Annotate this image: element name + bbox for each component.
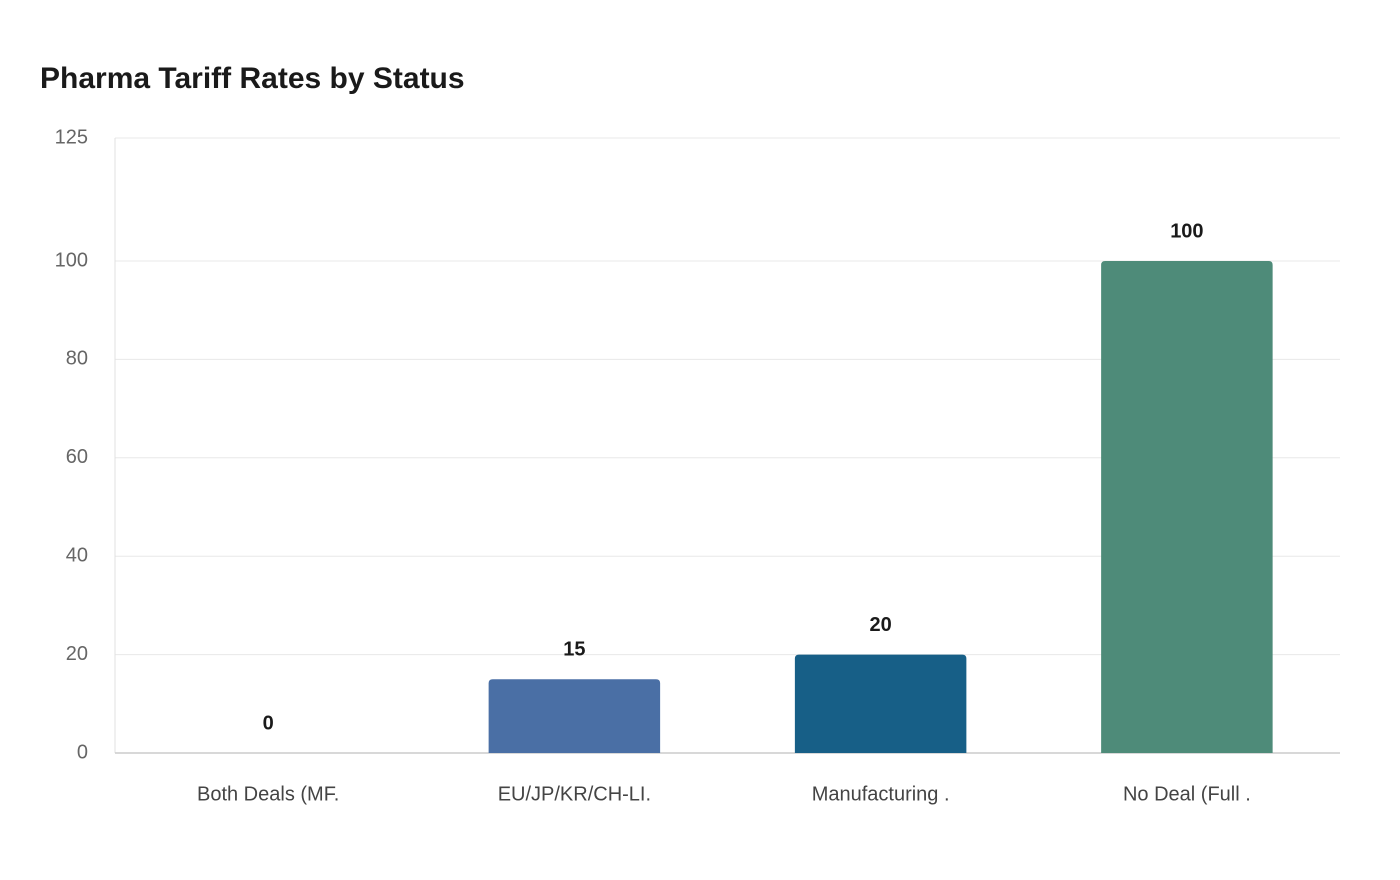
x-tick-label: Manufacturing . <box>812 783 950 805</box>
y-tick-label: 100 <box>55 249 88 271</box>
bar <box>488 679 661 753</box>
x-tick-label: Both Deals (MF. <box>197 783 339 805</box>
value-label: 100 <box>1170 220 1203 242</box>
y-tick-label: 125 <box>55 126 88 148</box>
value-label: 20 <box>870 614 892 636</box>
chart-title: Pharma Tariff Rates by Status <box>40 62 465 95</box>
value-label: 15 <box>563 638 585 660</box>
y-tick-label: 80 <box>66 348 88 370</box>
bar <box>1101 261 1273 753</box>
bar <box>794 654 967 753</box>
value-label: 0 <box>263 712 274 734</box>
x-tick-label: No Deal (Full . <box>1123 783 1251 805</box>
y-tick-label: 20 <box>66 643 88 665</box>
y-tick-label: 0 <box>77 741 88 763</box>
y-tick-label: 40 <box>66 544 88 566</box>
x-tick-label: EU/JP/KR/CH-LI. <box>498 783 651 805</box>
y-tick-label: 60 <box>66 446 88 468</box>
